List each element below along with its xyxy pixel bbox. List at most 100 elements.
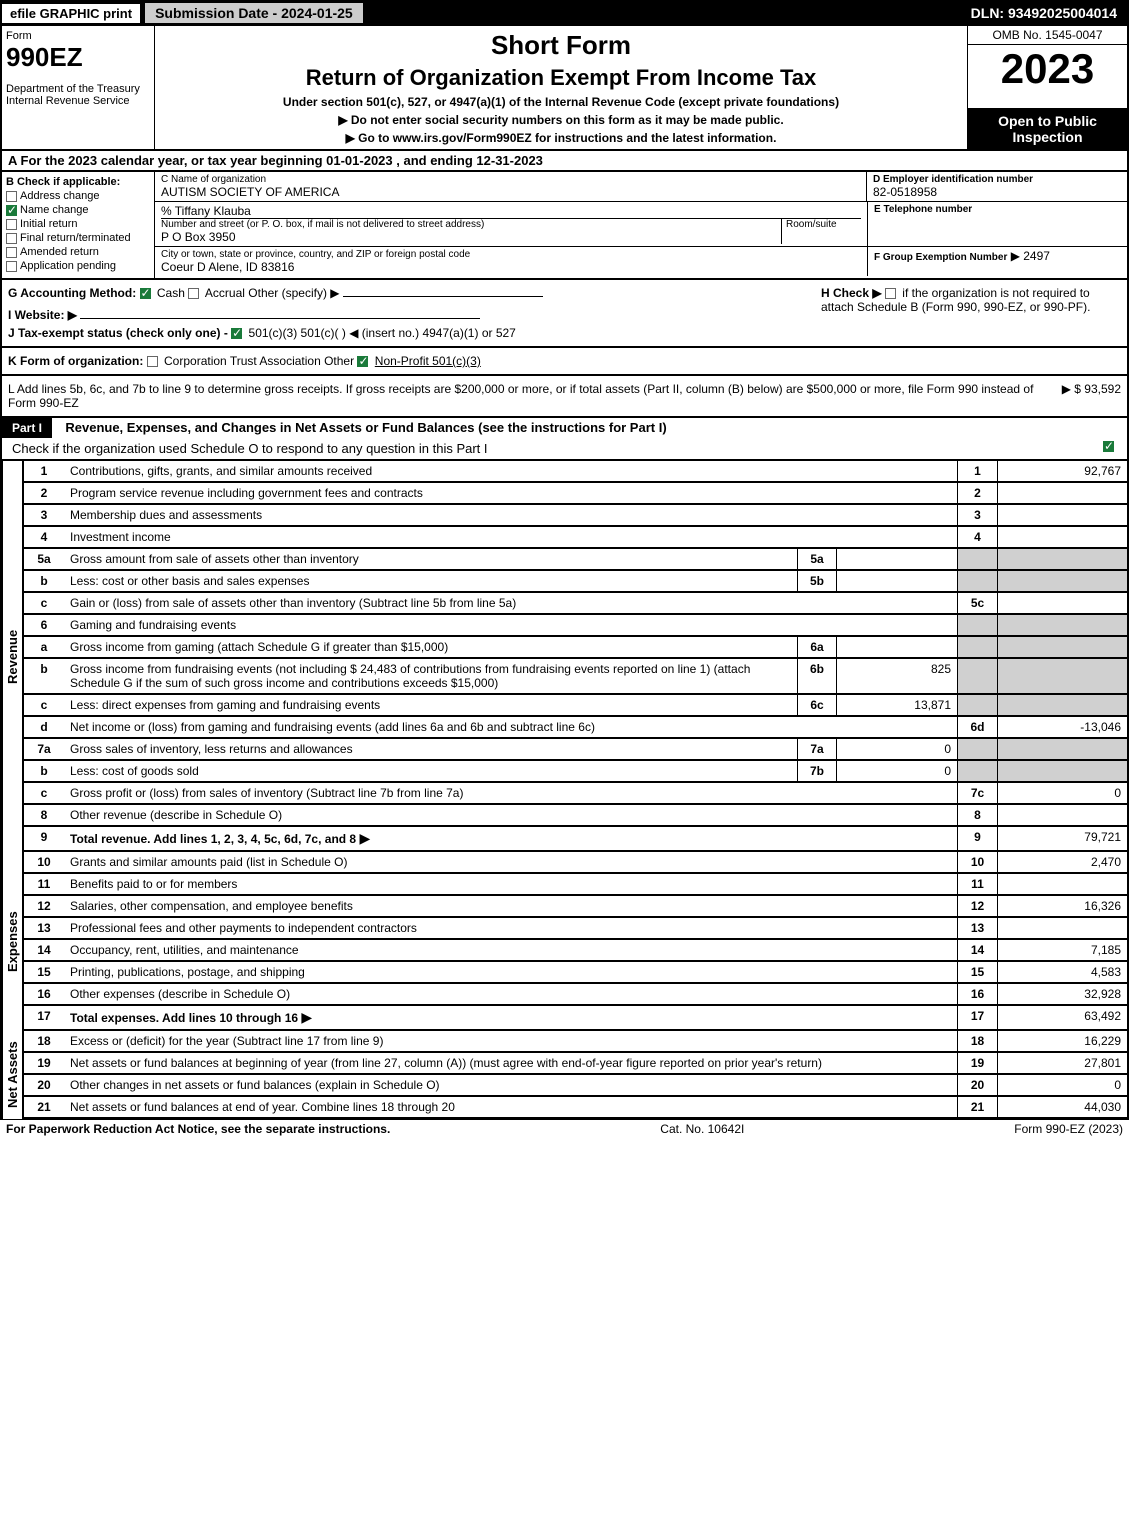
return-title: Return of Organization Exempt From Incom… [163,65,959,91]
city-box: City or town, state or province, country… [155,247,867,276]
line-16-val: 32,928 [997,984,1127,1004]
addr-value: P O Box 3950 [161,230,781,244]
section-b: B Check if applicable: Address change Na… [2,172,155,278]
section-k: K Form of organization: Corporation Trus… [0,348,1129,376]
expenses-section: Expenses 10Grants and similar amounts pa… [0,852,1129,1031]
line-20-val: 0 [997,1075,1127,1095]
line-1-val: 92,767 [997,461,1127,481]
line-21-val: 44,030 [997,1097,1127,1117]
cb-schedule-o[interactable] [1103,441,1114,452]
org-name-box: C Name of organization AUTISM SOCIETY OF… [155,172,867,201]
line-5a-val [837,549,957,569]
section-g-h: G Accounting Method: Cash Accrual Other … [0,280,1129,348]
k-other-val: Non-Profit 501(c)(3) [375,354,481,368]
line-7a-val: 0 [837,739,957,759]
header-right: OMB No. 1545-0047 2023 Open to Public In… [967,26,1127,149]
line-18-val: 16,229 [997,1031,1127,1051]
line-6c-val: 13,871 [837,695,957,715]
section-b-title: B Check if applicable: [6,176,150,188]
info-row: B Check if applicable: Address change Na… [0,172,1129,280]
line-19-val: 27,801 [997,1053,1127,1073]
do-not-enter: ▶ Do not enter social security numbers o… [163,113,959,127]
omb-number: OMB No. 1545-0047 [968,26,1127,45]
section-c: C Name of organization AUTISM SOCIETY OF… [155,172,1127,278]
line-4-val [997,527,1127,547]
h-label: H Check ▶ [821,286,882,300]
dln-number: DLN: 93492025004014 [961,3,1127,23]
dept-treasury: Department of the Treasury Internal Reve… [6,83,150,107]
org-name-label: C Name of organization [161,174,860,185]
part-1-label: Part I [2,418,52,438]
ein-label: D Employer identification number [873,174,1121,185]
addr-box: % Tiffany Klauba Number and street (or P… [155,202,867,246]
cb-other-org[interactable] [357,356,368,367]
care-of: % Tiffany Klauba [161,204,861,218]
tax-year: 2023 [968,45,1127,109]
section-h: H Check ▶ if the organization is not req… [821,286,1121,340]
header-center: Short Form Return of Organization Exempt… [155,26,967,149]
part-1-title: Revenue, Expenses, and Changes in Net As… [65,420,666,435]
form-header: Form 990EZ Department of the Treasury In… [0,26,1129,151]
top-bar: efile GRAPHIC print Submission Date - 20… [0,0,1129,26]
l-amount: ▶ $ 93,592 [1062,382,1121,410]
top-bar-left: efile GRAPHIC print Submission Date - 20… [2,2,364,24]
cb-accrual[interactable] [188,288,199,299]
expenses-vlabel: Expenses [2,852,22,1031]
line-11-val [997,874,1127,894]
efile-button[interactable]: efile GRAPHIC print [2,4,140,23]
addr-label: Number and street (or P. O. box, if mail… [161,219,781,230]
line-6b-val: 825 [837,659,957,693]
city-label: City or town, state or province, country… [161,249,861,260]
line-6d-val: -13,046 [997,717,1127,737]
cb-name[interactable]: Name change [6,204,150,216]
line-2-val [997,483,1127,503]
submission-date: Submission Date - 2024-01-25 [144,2,364,24]
g-label: G Accounting Method: [8,286,136,300]
line-7b-val: 0 [837,761,957,781]
cb-pending[interactable]: Application pending [6,260,150,272]
cb-amended[interactable]: Amended return [6,246,150,258]
j-label: J Tax-exempt status (check only one) - [8,326,231,340]
line-8-val [997,805,1127,825]
under-section: Under section 501(c), 527, or 4947(a)(1)… [163,95,959,109]
form-label: Form [6,30,150,42]
section-l: L Add lines 5b, 6c, and 7b to line 9 to … [0,376,1129,418]
line-6a-val [837,637,957,657]
netassets-vlabel: Net Assets [2,1031,22,1119]
line-17-val: 63,492 [997,1006,1127,1029]
l-text: L Add lines 5b, 6c, and 7b to line 9 to … [8,382,1062,410]
cb-initial[interactable]: Initial return [6,218,150,230]
line-3-val [997,505,1127,525]
cb-cash[interactable] [140,288,151,299]
footer-mid: Cat. No. 10642I [660,1122,744,1136]
header-left: Form 990EZ Department of the Treasury In… [2,26,155,149]
line-14-val: 7,185 [997,940,1127,960]
cb-final[interactable]: Final return/terminated [6,232,150,244]
footer: For Paperwork Reduction Act Notice, see … [0,1119,1129,1138]
go-to-link[interactable]: ▶ Go to www.irs.gov/Form990EZ for instru… [163,131,959,145]
ein-value: 82-0518958 [873,185,1121,199]
line-5c-val [997,593,1127,613]
cb-501c3[interactable] [231,328,242,339]
line-5b-val [837,571,957,591]
k-label: K Form of organization: [8,354,143,368]
line-12-val: 16,326 [997,896,1127,916]
revenue-section: Revenue 1Contributions, gifts, grants, a… [0,461,1129,852]
part-1-header: Part I Revenue, Expenses, and Changes in… [0,418,1129,461]
footer-right: Form 990-EZ (2023) [1014,1122,1123,1136]
cb-corp[interactable] [147,356,158,367]
section-e: E Telephone number [867,202,1127,246]
org-name: AUTISM SOCIETY OF AMERICA [161,185,860,199]
cb-h[interactable] [885,288,896,299]
i-label: I Website: ▶ [8,308,77,322]
line-7c-val: 0 [997,783,1127,803]
line-13-val [997,918,1127,938]
group-value: ▶ 2497 [1011,249,1050,263]
footer-left: For Paperwork Reduction Act Notice, see … [6,1122,390,1136]
cb-address[interactable]: Address change [6,190,150,202]
netassets-section: Net Assets 18Excess or (deficit) for the… [0,1031,1129,1119]
short-form-title: Short Form [163,30,959,61]
section-a: A For the 2023 calendar year, or tax yea… [0,151,1129,172]
city-value: Coeur D Alene, ID 83816 [161,260,861,274]
revenue-label: Revenue [2,461,22,852]
